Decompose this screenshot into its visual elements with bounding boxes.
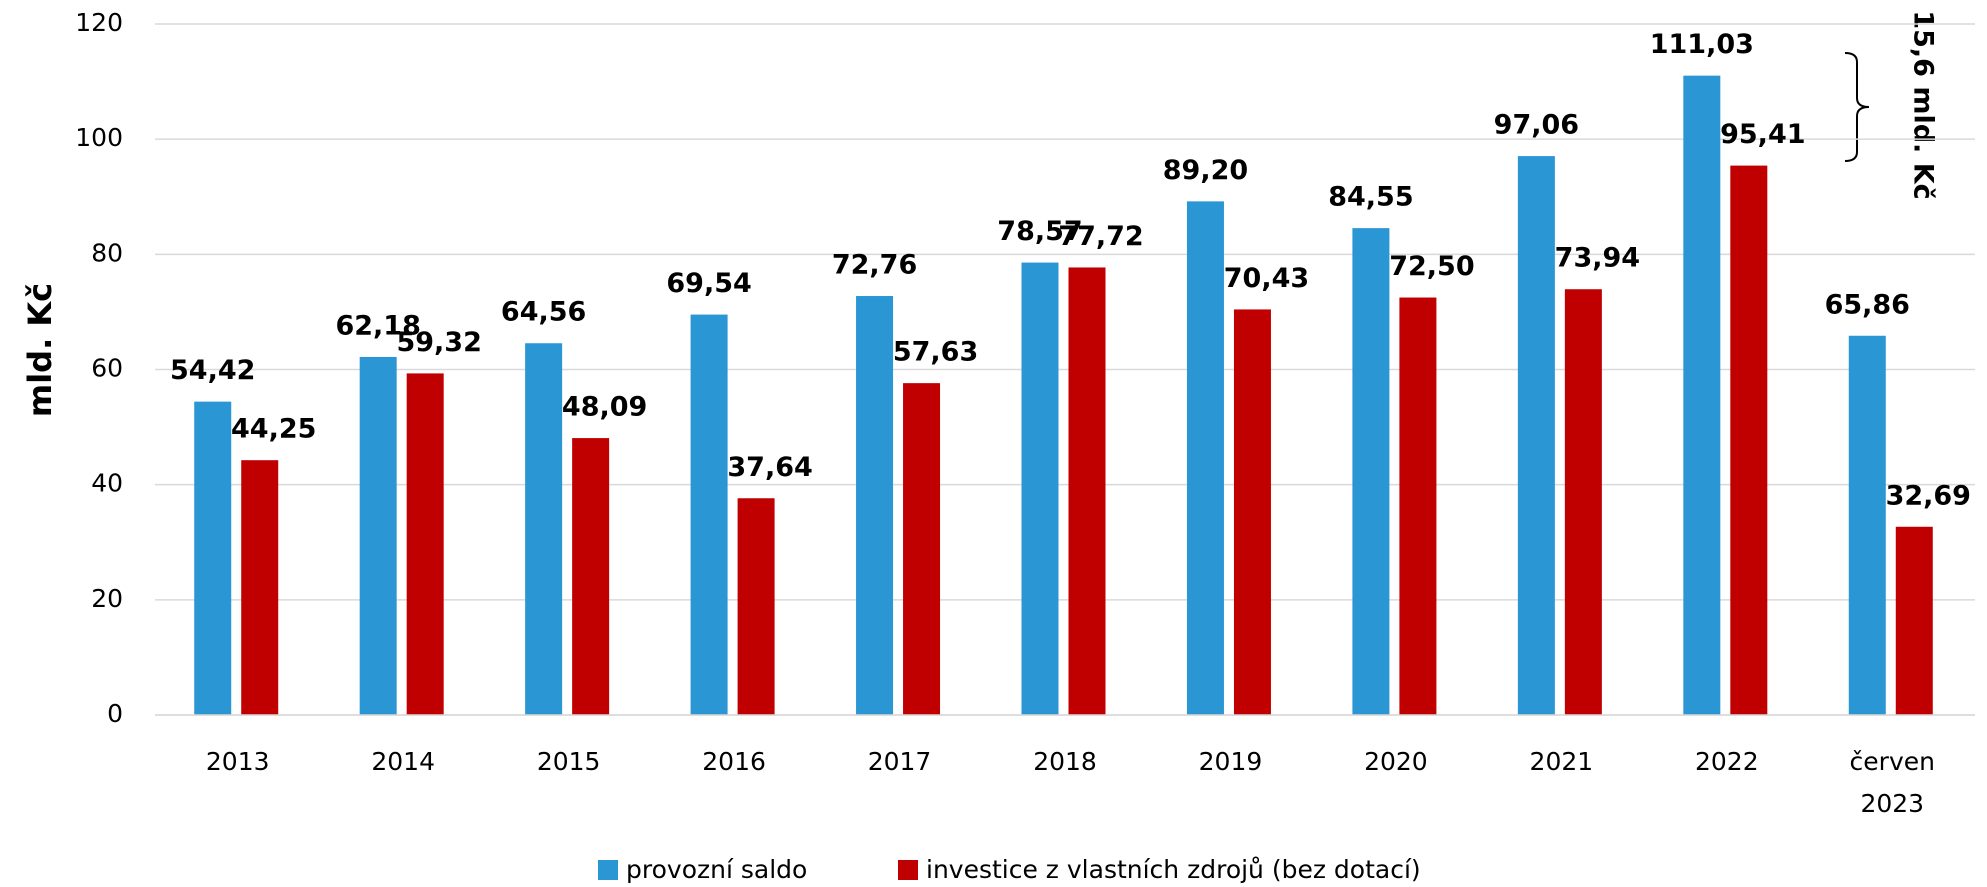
- y-tick-label: 0: [107, 699, 123, 728]
- x-tick-label: 2021: [1530, 747, 1594, 776]
- data-label: 69,54: [666, 268, 751, 299]
- bar: [856, 296, 894, 715]
- y-tick-label: 80: [91, 238, 123, 267]
- y-tick-label: 100: [75, 123, 123, 152]
- data-label: 32,69: [1886, 480, 1971, 511]
- x-tick-label: červen 2023: [1850, 747, 1935, 818]
- data-label: 59,32: [396, 327, 481, 358]
- legend-label: investice z vlastních zdrojů (bez dotací…: [926, 855, 1421, 884]
- data-label: 77,72: [1058, 221, 1143, 252]
- y-axis-label: mld. Kč: [21, 283, 59, 417]
- bar: [1564, 289, 1602, 715]
- bar: [690, 314, 728, 715]
- bar: [1186, 201, 1224, 715]
- x-tick-label: 2014: [371, 747, 435, 776]
- x-tick-label: 2016: [702, 747, 766, 776]
- brace: [1844, 52, 1870, 162]
- bar: [1683, 75, 1721, 716]
- data-label: 84,55: [1328, 182, 1413, 213]
- annotation: 15,6 mld. Kč: [1908, 10, 1939, 199]
- data-label: 48,09: [562, 392, 647, 423]
- bar: [1848, 335, 1886, 715]
- data-label: 73,94: [1555, 243, 1640, 274]
- data-label: 57,63: [893, 337, 978, 368]
- bar: [1021, 262, 1059, 715]
- bar: [1399, 297, 1437, 715]
- y-tick-label: 20: [91, 584, 123, 613]
- bar: [1895, 526, 1933, 715]
- bar: [737, 498, 775, 715]
- bar: [194, 401, 232, 715]
- data-label: 37,64: [727, 452, 812, 483]
- y-tick-label: 40: [91, 469, 123, 498]
- bar: [1730, 165, 1768, 715]
- bar: [1352, 228, 1390, 715]
- data-label: 89,20: [1163, 155, 1248, 186]
- x-tick-label: 2018: [1033, 747, 1097, 776]
- data-label: 70,43: [1224, 263, 1309, 294]
- bar: [572, 438, 610, 715]
- bar: [1068, 267, 1106, 715]
- legend-label: provozní saldo: [626, 855, 807, 884]
- bar: [359, 356, 397, 715]
- data-label: 54,42: [170, 355, 255, 386]
- data-label: 72,76: [832, 250, 917, 281]
- data-label: 65,86: [1825, 289, 1910, 320]
- legend-swatch: [598, 860, 618, 880]
- data-label: 78,57: [997, 216, 1082, 247]
- x-tick-label: 2020: [1364, 747, 1428, 776]
- data-label: 62,18: [335, 310, 420, 341]
- x-tick-label: 2017: [868, 747, 932, 776]
- bar: [406, 373, 444, 715]
- bar: [525, 343, 563, 715]
- legend-swatch: [898, 860, 918, 880]
- data-label: 72,50: [1389, 251, 1474, 282]
- bar: [1517, 156, 1555, 715]
- y-tick-label: 120: [75, 8, 123, 37]
- x-tick-label: 2019: [1199, 747, 1263, 776]
- x-tick-label: 2013: [206, 747, 270, 776]
- data-label: 97,06: [1494, 110, 1579, 141]
- bar: [903, 383, 941, 715]
- data-label: 64,56: [501, 297, 586, 328]
- bar: [1233, 309, 1271, 715]
- bar: [241, 460, 279, 715]
- data-label: 111,03: [1650, 29, 1754, 60]
- data-label: 95,41: [1720, 119, 1805, 150]
- x-tick-label: 2015: [537, 747, 601, 776]
- x-tick-label: 2022: [1695, 747, 1759, 776]
- y-tick-label: 60: [91, 354, 123, 383]
- data-label: 44,25: [231, 414, 316, 445]
